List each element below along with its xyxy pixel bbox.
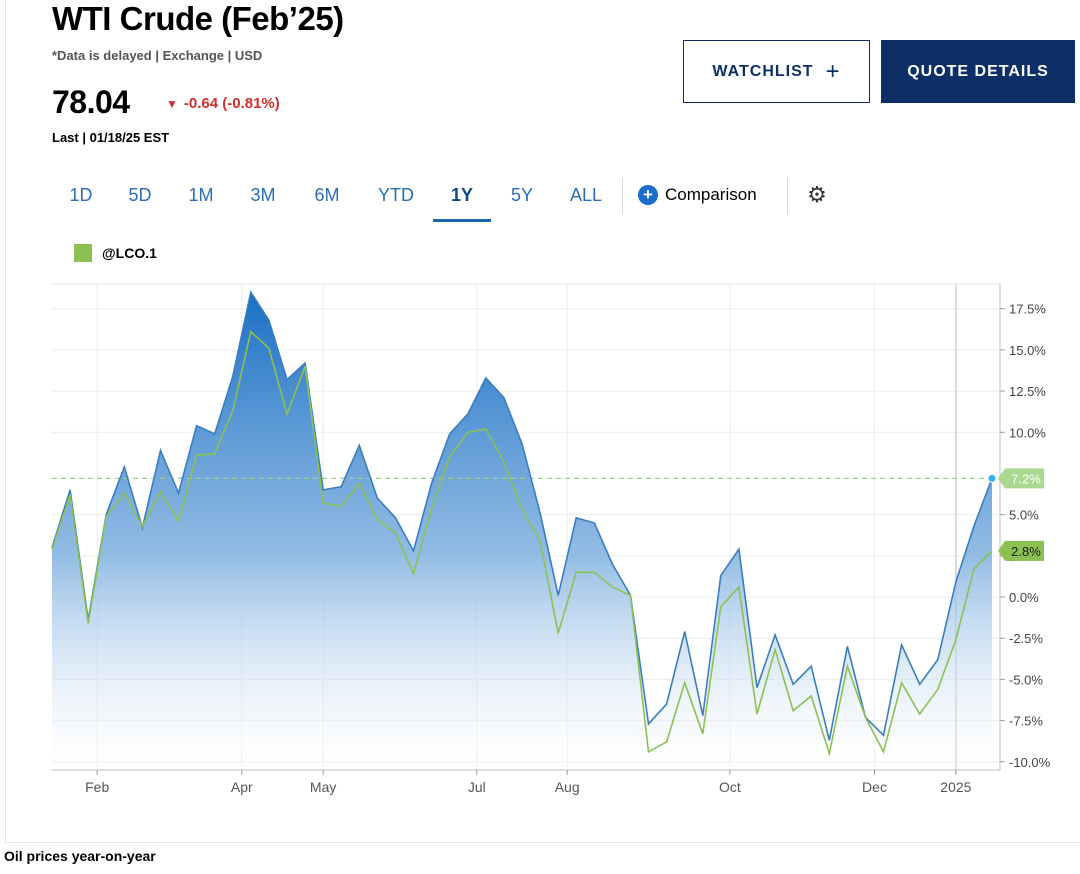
comparison-button[interactable]: + Comparison — [638, 182, 757, 208]
price-change-value: -0.64 (-0.81%) — [183, 95, 280, 112]
tab-1m[interactable]: 1M — [188, 185, 214, 205]
x-tick-label: Dec — [862, 779, 887, 795]
tabs-divider — [622, 178, 623, 214]
watchlist-button[interactable]: WATCHLIST + — [683, 40, 870, 103]
y-tick-label: 0.0% — [1009, 590, 1039, 605]
end-label-lco-bg — [998, 540, 1044, 561]
x-tick-label: Oct — [719, 779, 741, 795]
x-tick-label: May — [310, 779, 336, 795]
series-line-lco — [51, 330, 993, 757]
tab-3m[interactable]: 3M — [250, 185, 276, 205]
series-area-fill — [52, 292, 992, 770]
quote-details-button[interactable]: QUOTE DETAILS — [881, 40, 1075, 103]
down-arrow-icon: ▼ — [166, 97, 178, 111]
watchlist-label: WATCHLIST — [712, 62, 814, 80]
x-tick-label: Aug — [555, 779, 580, 795]
figure-caption: Oil prices year-on-year — [4, 848, 156, 864]
x-tick-label: Jul — [468, 779, 486, 795]
comparison-label: Comparison — [665, 185, 757, 204]
y-tick-label: -5.0% — [1009, 672, 1043, 687]
y-tick-label: 5.0% — [1009, 508, 1039, 523]
end-label-main: 7.2% — [998, 468, 1044, 489]
end-label-lco: 2.8% — [998, 540, 1044, 561]
tab-ytd[interactable]: YTD — [378, 185, 414, 205]
legend-swatch — [74, 244, 92, 262]
plus-circle-icon: + — [638, 185, 658, 205]
legend-label: @LCO.1 — [102, 245, 157, 261]
y-tick-label: -2.5% — [1009, 631, 1043, 646]
y-tick-label: 10.0% — [1009, 425, 1046, 440]
instrument-title: WTI Crude (Feb’25) — [52, 0, 344, 37]
y-tick-label: 15.0% — [1009, 343, 1046, 358]
series-end-dot — [987, 473, 997, 483]
x-tick-label: Apr — [231, 779, 253, 795]
last-timestamp: Last | 01/18/25 EST — [52, 130, 170, 145]
x-tick-label: Feb — [85, 779, 109, 795]
x-tick-label: 2025 — [940, 779, 971, 795]
data-disclaimer: *Data is delayed | Exchange | USD — [52, 48, 263, 63]
gear-icon[interactable]: ⚙ — [807, 182, 827, 207]
tab-5y[interactable]: 5Y — [510, 185, 534, 205]
tab-1y[interactable]: 1Y — [433, 176, 491, 222]
tab-5d[interactable]: 5D — [128, 185, 152, 205]
end-label-main-bg — [998, 468, 1044, 489]
y-tick-label: -10.0% — [1009, 755, 1051, 770]
plus-icon: + — [825, 57, 841, 85]
y-tick-label: 12.5% — [1009, 384, 1046, 399]
price-change: ▼ -0.64 (-0.81%) — [166, 95, 280, 112]
chart-card — [5, 0, 1080, 843]
chart-legend: @LCO.1 — [74, 244, 157, 262]
end-label-lco-text: 2.8% — [1011, 544, 1041, 559]
end-label-main-text: 7.2% — [1011, 471, 1041, 486]
series-line-main — [51, 290, 993, 741]
settings-divider — [787, 178, 788, 214]
tab-all[interactable]: ALL — [569, 185, 603, 205]
tab-6m[interactable]: 6M — [314, 185, 340, 205]
y-tick-label: -7.5% — [1009, 714, 1043, 729]
last-price: 78.04 — [52, 84, 130, 120]
y-tick-label: 17.5% — [1009, 302, 1046, 317]
tab-1d[interactable]: 1D — [69, 185, 93, 205]
